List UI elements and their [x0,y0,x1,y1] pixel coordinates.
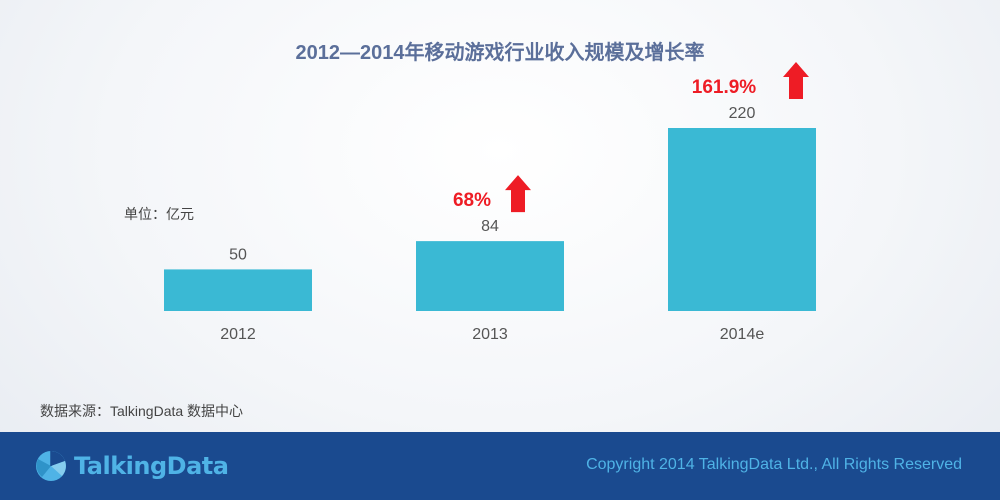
category-label: 2013 [472,326,508,343]
growth-label: 68% [453,190,491,211]
value-label: 84 [481,218,499,235]
up-arrow-icon [505,175,531,213]
category-label: 2012 [220,326,256,343]
talkingdata-logo: TalkingData [34,448,229,484]
unit-label: 单位：亿元 [124,206,194,222]
source-label: 数据来源：TalkingData 数据中心 [40,403,244,419]
chart-title: 2012—2014年移动游戏行业收入规模及增长率 [295,42,705,64]
value-label: 50 [229,246,247,263]
chart-layer: 50 2012 84 2013 68% 220 2014e 161.9% [164,62,816,343]
logo-text: TalkingData [74,452,229,480]
bar-chart: 50 2012 84 2013 68% 220 2014e 161.9% [164,62,816,343]
bar-2014e [668,128,816,311]
bar-2012 [164,269,312,311]
growth-label: 161.9% [692,77,757,98]
up-arrow-icon [783,62,809,99]
category-label: 2014e [720,326,765,343]
value-label: 220 [729,105,756,122]
bar-2013 [416,241,564,311]
pie-chart-icon [36,451,66,481]
copyright-text: Copyright 2014 TalkingData Ltd., All Rig… [586,456,962,473]
footer-bar: TalkingData Copyright 2014 TalkingData L… [0,432,1000,500]
